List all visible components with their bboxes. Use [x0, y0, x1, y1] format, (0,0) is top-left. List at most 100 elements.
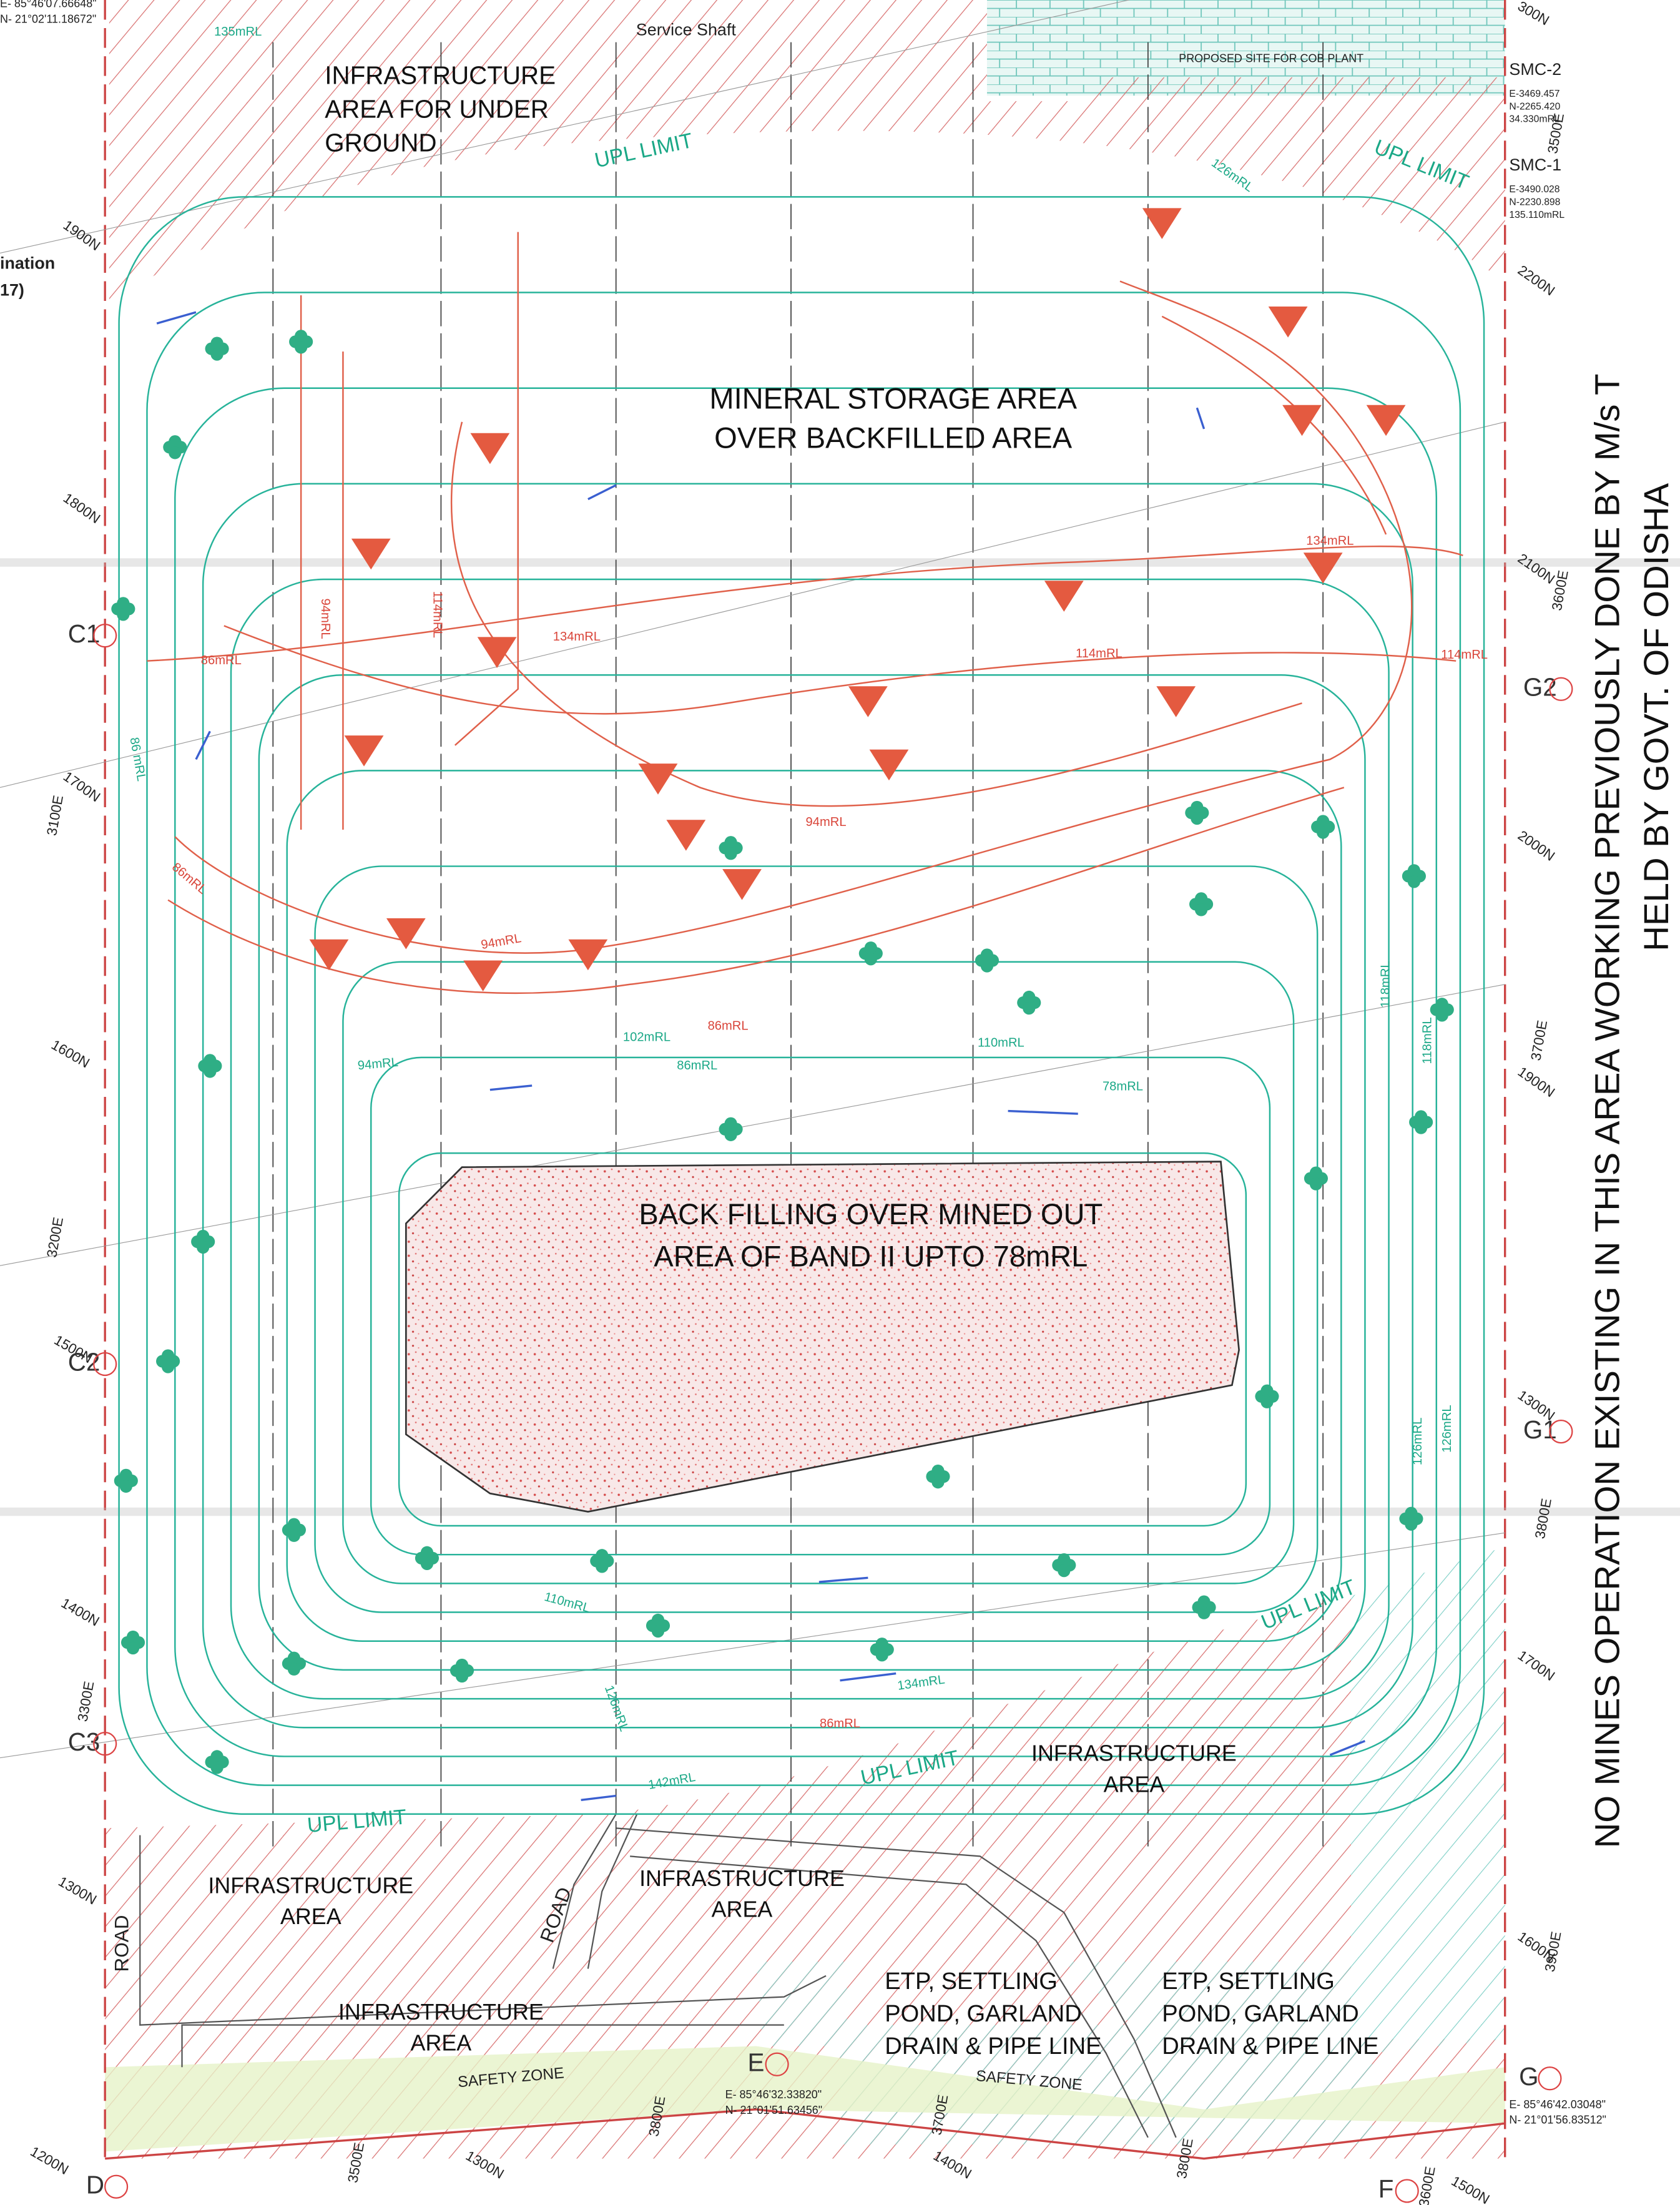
grid-north: 1800N	[61, 490, 103, 527]
grid-north: 1300N	[56, 1874, 99, 1908]
tree-leaf	[210, 348, 223, 361]
tree-leaf	[120, 1469, 132, 1481]
tree-leaf	[162, 1349, 174, 1362]
tree-leaf	[295, 341, 307, 353]
grid-east: 3200E	[44, 1216, 66, 1259]
grid-north: 1900N	[61, 217, 103, 254]
area-label: AREA FOR UNDER	[325, 95, 549, 124]
contour	[147, 293, 1460, 1785]
contour-label: 110mRL	[978, 1036, 1024, 1050]
tree	[114, 1469, 138, 1493]
tree-leaf	[120, 1480, 132, 1493]
area-label: INFRASTRUCTURE	[1031, 1741, 1237, 1766]
station: D	[86, 2170, 104, 2199]
contour-label: 94mRL	[480, 931, 523, 952]
grid-line	[0, 422, 1505, 788]
contour-label: 94mRL	[806, 815, 847, 829]
tree	[282, 1652, 306, 1676]
red-triangle	[848, 686, 888, 717]
site-label: PROPOSED SITE FOR COB PLANT	[1179, 52, 1363, 64]
flow-arrow	[490, 1086, 532, 1090]
red-triangle	[666, 820, 705, 851]
contour-label: 114mRL	[1076, 647, 1122, 661]
tree-leaf	[1310, 1166, 1322, 1179]
tree-leaf	[865, 941, 877, 954]
grid-north: 2100N	[1515, 551, 1558, 587]
tree	[1255, 1385, 1279, 1408]
grid-north: 1700N	[61, 769, 103, 805]
contour-label: 135mRL	[214, 25, 262, 39]
tree-leaf	[117, 608, 129, 621]
station: G	[1519, 2062, 1538, 2091]
contour-label: 94mRL	[357, 1056, 399, 1073]
tree-leaf	[596, 1549, 608, 1561]
tree-leaf	[1191, 812, 1203, 825]
red-triangle	[722, 869, 762, 900]
contour-label: 134mRL	[553, 630, 601, 644]
red-triangle	[1269, 307, 1308, 338]
tree-leaf	[295, 330, 307, 342]
tree-leaf	[1310, 1178, 1322, 1191]
red-contour	[301, 232, 518, 830]
tree-leaf	[421, 1546, 433, 1559]
red-triangle	[463, 960, 503, 991]
area-label: AREA	[1104, 1771, 1165, 1797]
tree-leaf	[288, 1663, 300, 1676]
flow-arrow	[819, 1578, 868, 1582]
red-triangle	[470, 433, 509, 464]
grid-north: 1700N	[1515, 1648, 1558, 1684]
tree-leaf	[1058, 1564, 1070, 1577]
contour-label: 94mRL	[318, 598, 332, 639]
coordinate: E- 85°46'42.03048"	[1509, 2098, 1606, 2111]
tree-leaf	[210, 336, 223, 349]
red-triangle	[1304, 552, 1343, 584]
contour	[231, 579, 1389, 1699]
area-label: AREA	[712, 1897, 773, 1922]
tree	[282, 1518, 306, 1542]
tree-leaf	[1408, 875, 1420, 888]
side-note: HELD BY GOVT. OF ODISHA	[1636, 483, 1676, 951]
contour-label: 118mRL	[1421, 1017, 1435, 1064]
page: { "side_note": ["NO MINES OPERATION EXIS…	[0, 0, 1680, 2205]
tree-leaf	[1197, 1607, 1210, 1619]
tree-leaf	[1436, 998, 1448, 1010]
red-triangle	[1156, 686, 1196, 717]
tree-leaf	[456, 1670, 468, 1682]
tree-leaf	[865, 953, 877, 965]
tree-leaf	[1197, 1596, 1210, 1608]
tree-leaf	[197, 1241, 209, 1254]
survey-point: E-3490.028	[1509, 184, 1560, 195]
coordinate: N- 21°01'56.83512"	[1509, 2114, 1606, 2126]
tree-leaf	[117, 597, 129, 609]
red-contour	[451, 422, 1302, 806]
tree-leaf	[1415, 1110, 1427, 1122]
contour-label: 118mRL	[1378, 961, 1392, 1008]
area-label: POND, GARLAND	[885, 2000, 1081, 2027]
station: F	[1378, 2174, 1394, 2203]
grid-north: 2200N	[1515, 262, 1558, 299]
area-label: MINERAL STORAGE AREA	[709, 382, 1077, 415]
tree-leaf	[169, 435, 181, 448]
tree-leaf	[652, 1625, 664, 1638]
station-marker	[1396, 2179, 1418, 2202]
tree	[975, 948, 999, 972]
tree-leaf	[421, 1558, 433, 1570]
tree	[198, 1054, 222, 1078]
area-label: INFRASTRUCTURE	[338, 1999, 544, 2025]
flow-arrow	[1197, 408, 1204, 429]
tree-leaf	[876, 1638, 888, 1650]
station: G1	[1523, 1415, 1557, 1444]
survey-point: N-2265.420	[1509, 101, 1560, 112]
tree	[450, 1659, 474, 1682]
station: G2	[1523, 672, 1557, 701]
contour	[203, 484, 1413, 1727]
contour-label: 86 mRL	[127, 736, 148, 782]
background-regions	[0, 0, 1680, 2166]
tree-leaf	[1260, 1385, 1273, 1397]
tree-leaf	[204, 1065, 216, 1078]
red-contour	[1162, 317, 1386, 534]
tree-leaf	[724, 847, 737, 860]
flow-arrow	[588, 485, 616, 499]
grid-north: 1400N	[59, 1595, 102, 1629]
tree	[1185, 801, 1209, 825]
